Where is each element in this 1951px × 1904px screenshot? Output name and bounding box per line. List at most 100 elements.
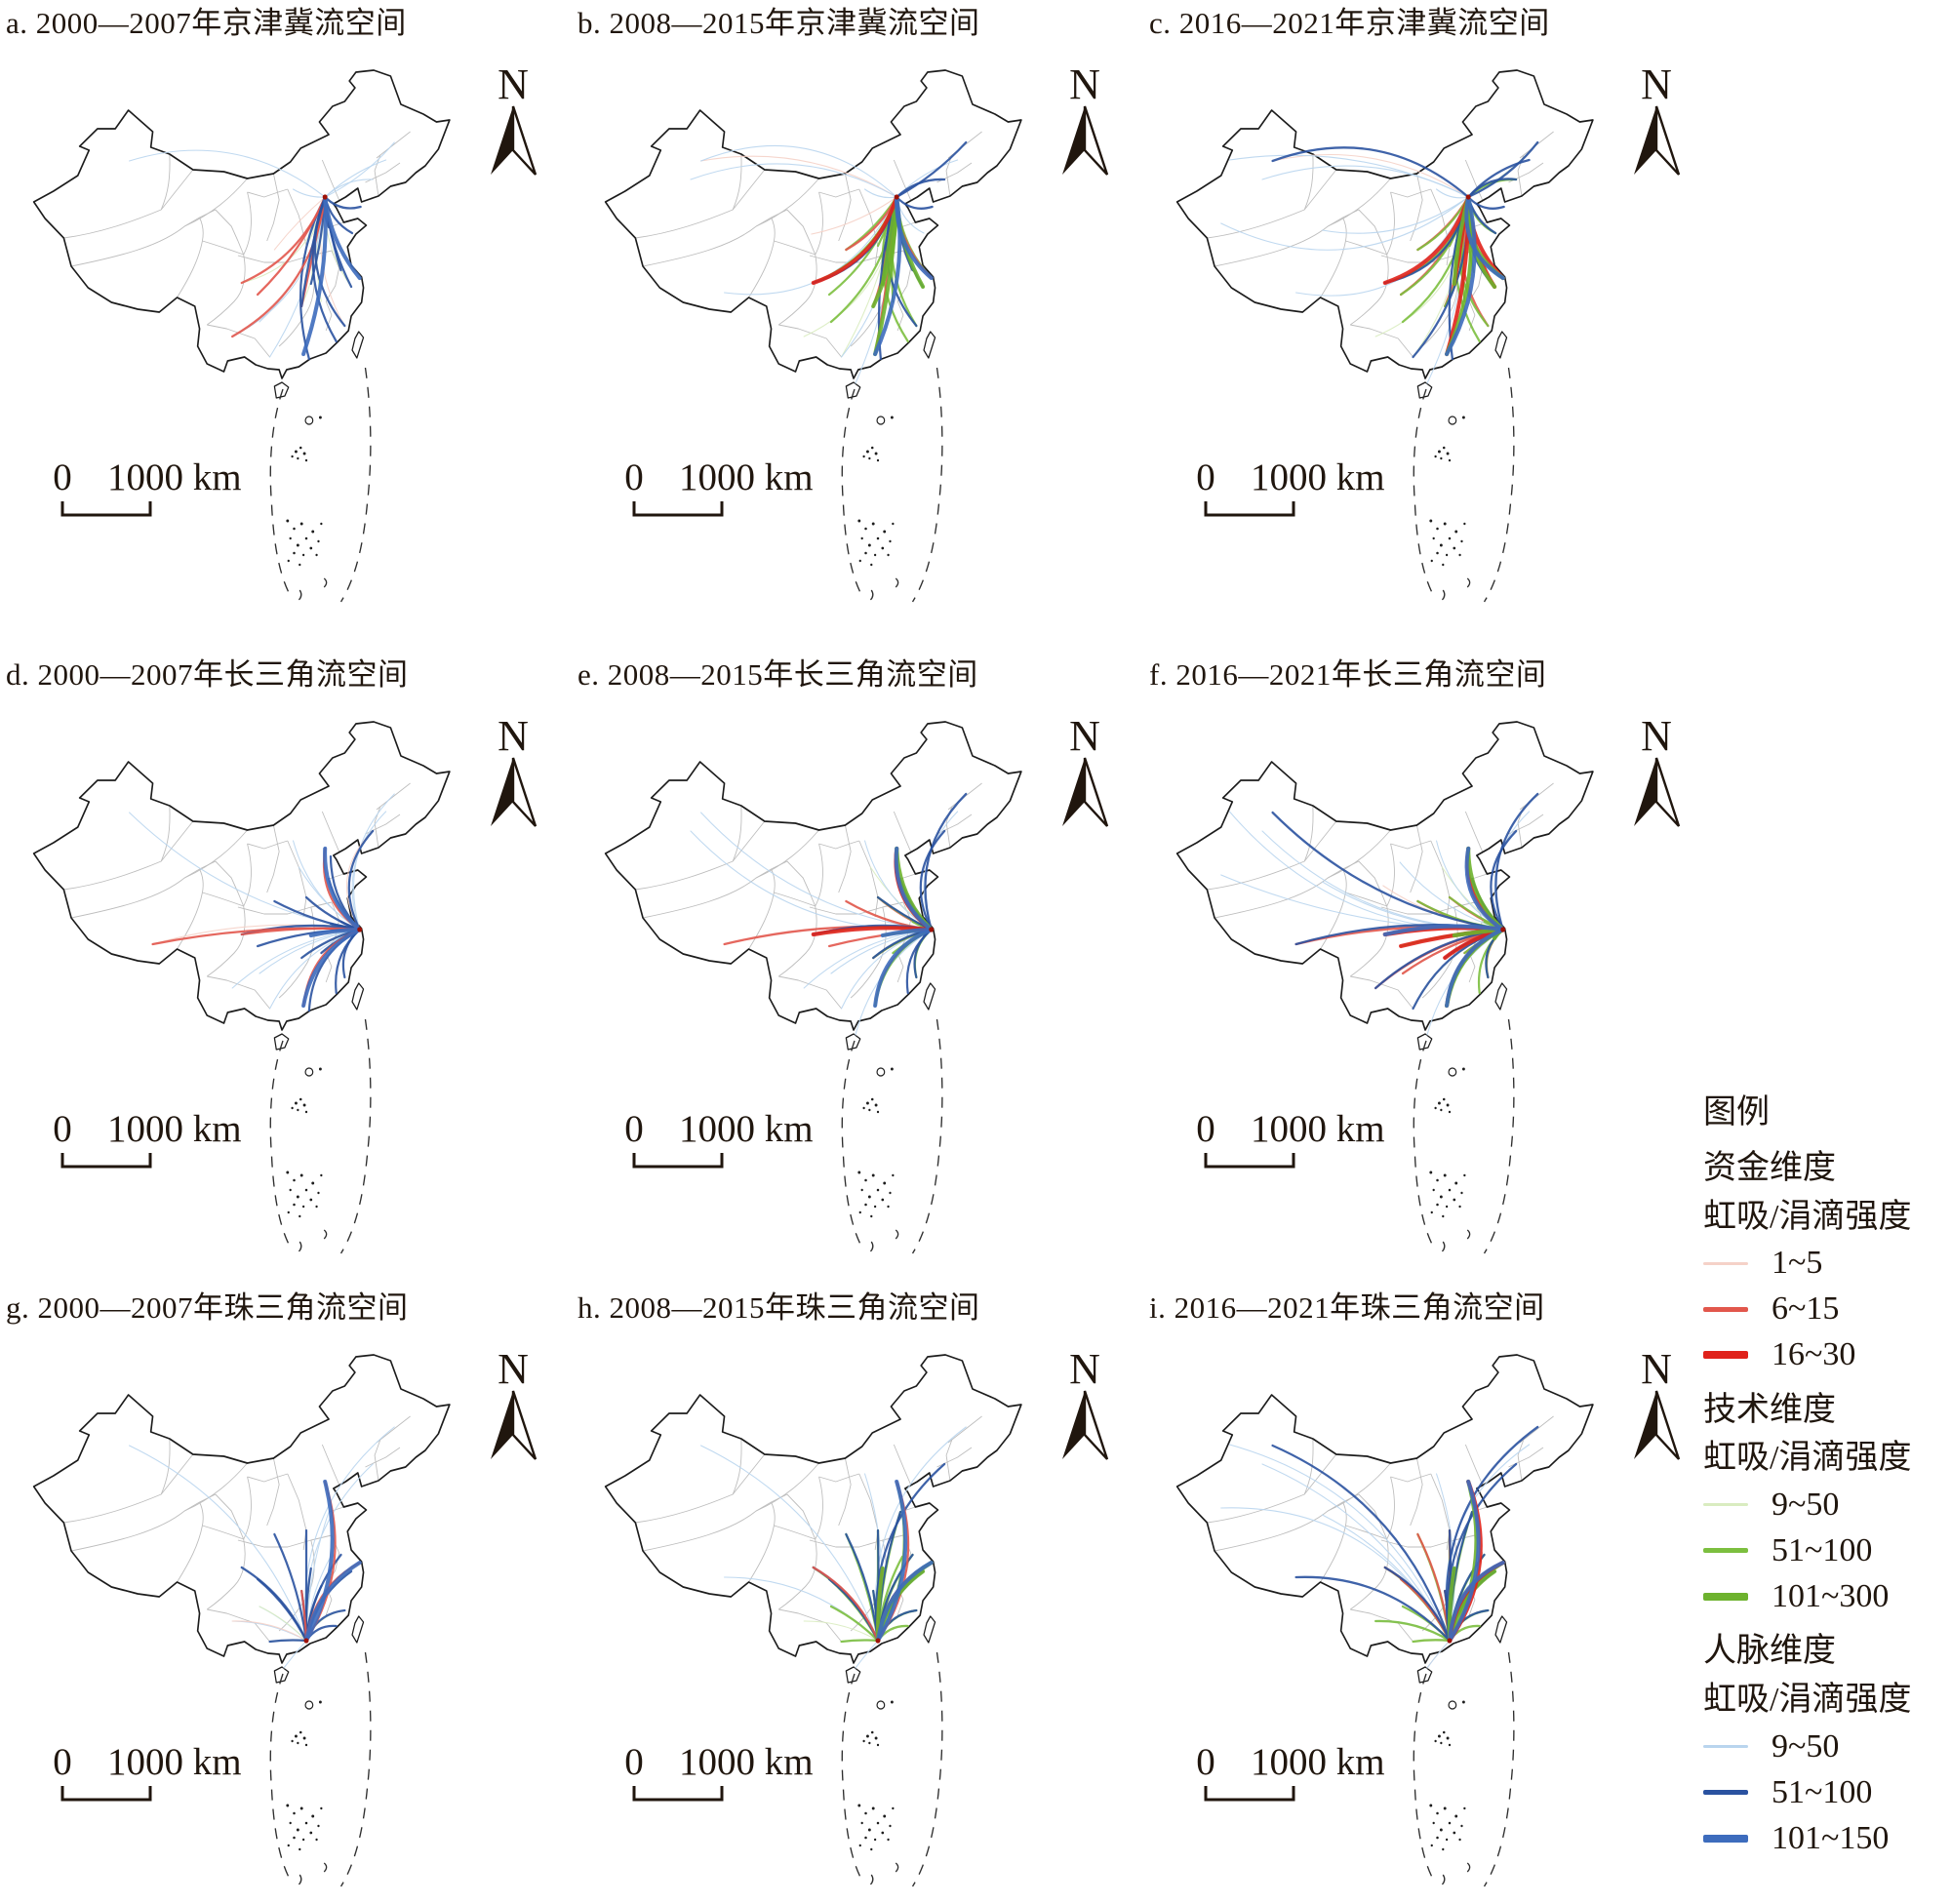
hainan-island [845,380,861,399]
china-outline [32,68,451,379]
scale-distance-label: 1000 km [1251,1741,1385,1783]
legend-item-label: 101~300 [1772,1577,1890,1614]
legend-item-label: 51~100 [1772,1531,1873,1568]
china-outline [604,1353,1022,1664]
north-label: N [1069,712,1100,760]
flow-line [896,140,968,198]
flow-line [880,927,934,937]
flow-line [256,1577,308,1642]
flow-line [1294,1575,1452,1642]
legend-item-label: 6~15 [1772,1290,1840,1328]
flow-line [1494,792,1539,931]
china-outline [1175,68,1594,379]
flow-line [811,196,897,235]
south-china-sea-boundary [269,1018,372,1254]
scale-distance-label: 1000 km [679,1108,814,1150]
line-swatch [1703,1745,1748,1749]
scale-bar: 0 1000 km [1196,1741,1385,1802]
south-china-sea-boundary [841,367,943,603]
flow-line [690,163,897,198]
north-arrow-icon: N [1062,712,1109,827]
flow-line [301,927,362,1008]
legend-group-title: 资金维度 [1703,1150,1836,1187]
flow-line [1374,1619,1452,1642]
legend-item: 9~50 [1703,1724,1951,1769]
flow-line [353,793,395,931]
flow-line [1228,1444,1451,1642]
scale-bar: 0 1000 km [1196,1108,1385,1169]
flow-lines [690,140,968,384]
flow-line [700,1445,879,1642]
flow-line [845,1532,880,1642]
north-arrow-icon: N [1062,1345,1109,1460]
taiwan-island [351,330,365,359]
scale-distance-label: 1000 km [107,456,242,498]
flow-line [1220,1506,1451,1642]
flow-lines [690,792,968,1036]
flow-lines [1220,140,1539,384]
hub-city-marker [303,1638,309,1644]
china-map: N 0 1000 km [604,1345,1109,1887]
hub-city-marker [1465,194,1471,200]
hainan-island [845,1665,861,1684]
flow-line [1490,829,1518,931]
flow-line [1467,140,1539,198]
legend-title: 图例 [1703,1094,1770,1130]
flow-line [1447,1560,1505,1643]
south-china-sea-boundary [1413,1018,1515,1254]
flow-line [293,188,326,198]
flow-line [1321,196,1469,234]
china-map: N 0 1000 km [32,712,538,1254]
north-arrow-icon: N [1634,60,1681,176]
north-arrow-icon: N [491,1345,538,1460]
flow-lines [129,793,395,1012]
north-label: N [1069,60,1100,108]
panel-title: f. 2016—2021年长三角流空间 [1149,657,1547,692]
flow-line [855,1640,879,1669]
flow-line [924,792,968,931]
flow-line [324,195,362,210]
scale-distance-label: 1000 km [679,1741,814,1783]
flow-line [700,155,897,198]
south-china-sea-boundary [1413,1651,1515,1887]
legend-group-title: 人脉维度 [1703,1633,1836,1670]
north-label: N [1641,60,1672,108]
flow-line [273,196,326,251]
legend-item: 6~15 [1703,1287,1951,1332]
north-arrow-icon: N [491,712,538,827]
flow-line [129,1445,307,1642]
scale-distance-label: 1000 km [1251,456,1385,498]
flow-line [1383,1566,1452,1642]
province-boundaries [1207,782,1554,1009]
china-map: N 0 1000 km [604,60,1109,603]
hub-city-marker [1500,927,1506,932]
taiwan-island [1494,1614,1508,1644]
flow-line [700,812,933,931]
north-arrow-icon: N [1634,1345,1681,1460]
flow-line [700,144,897,198]
north-arrow-icon: N [1634,712,1681,827]
north-label: N [498,712,529,760]
map-panel-e: e. 2008—2015年长三角流空间 [577,652,1143,1271]
legend-item: 51~100 [1703,1769,1951,1815]
scale-zero-label: 0 [53,1741,72,1783]
flow-line [324,141,395,198]
flow-line [1445,927,1505,1008]
legend-item: 101~300 [1703,1573,1951,1619]
flow-lines [700,1426,967,1669]
taiwan-island [351,981,365,1011]
flow-line [351,811,387,931]
scale-zero-label: 0 [53,1108,72,1150]
flow-line [812,1566,880,1642]
north-label: N [1641,712,1672,760]
legend-group-capital: 资金维度 虹吸/涓滴强度 1~5 6~15 16~30 [1703,1144,1951,1378]
scale-distance-label: 1000 km [107,1108,242,1150]
panel-title: d. 2000—2007年长三角流空间 [6,657,409,692]
flow-line [1436,188,1469,199]
taiwan-island [923,981,936,1011]
hainan-island [273,380,290,399]
flow-line [1382,924,1505,936]
hainan-island [1416,1032,1433,1051]
legend-item-label: 51~100 [1772,1773,1873,1810]
flow-line [894,846,934,932]
